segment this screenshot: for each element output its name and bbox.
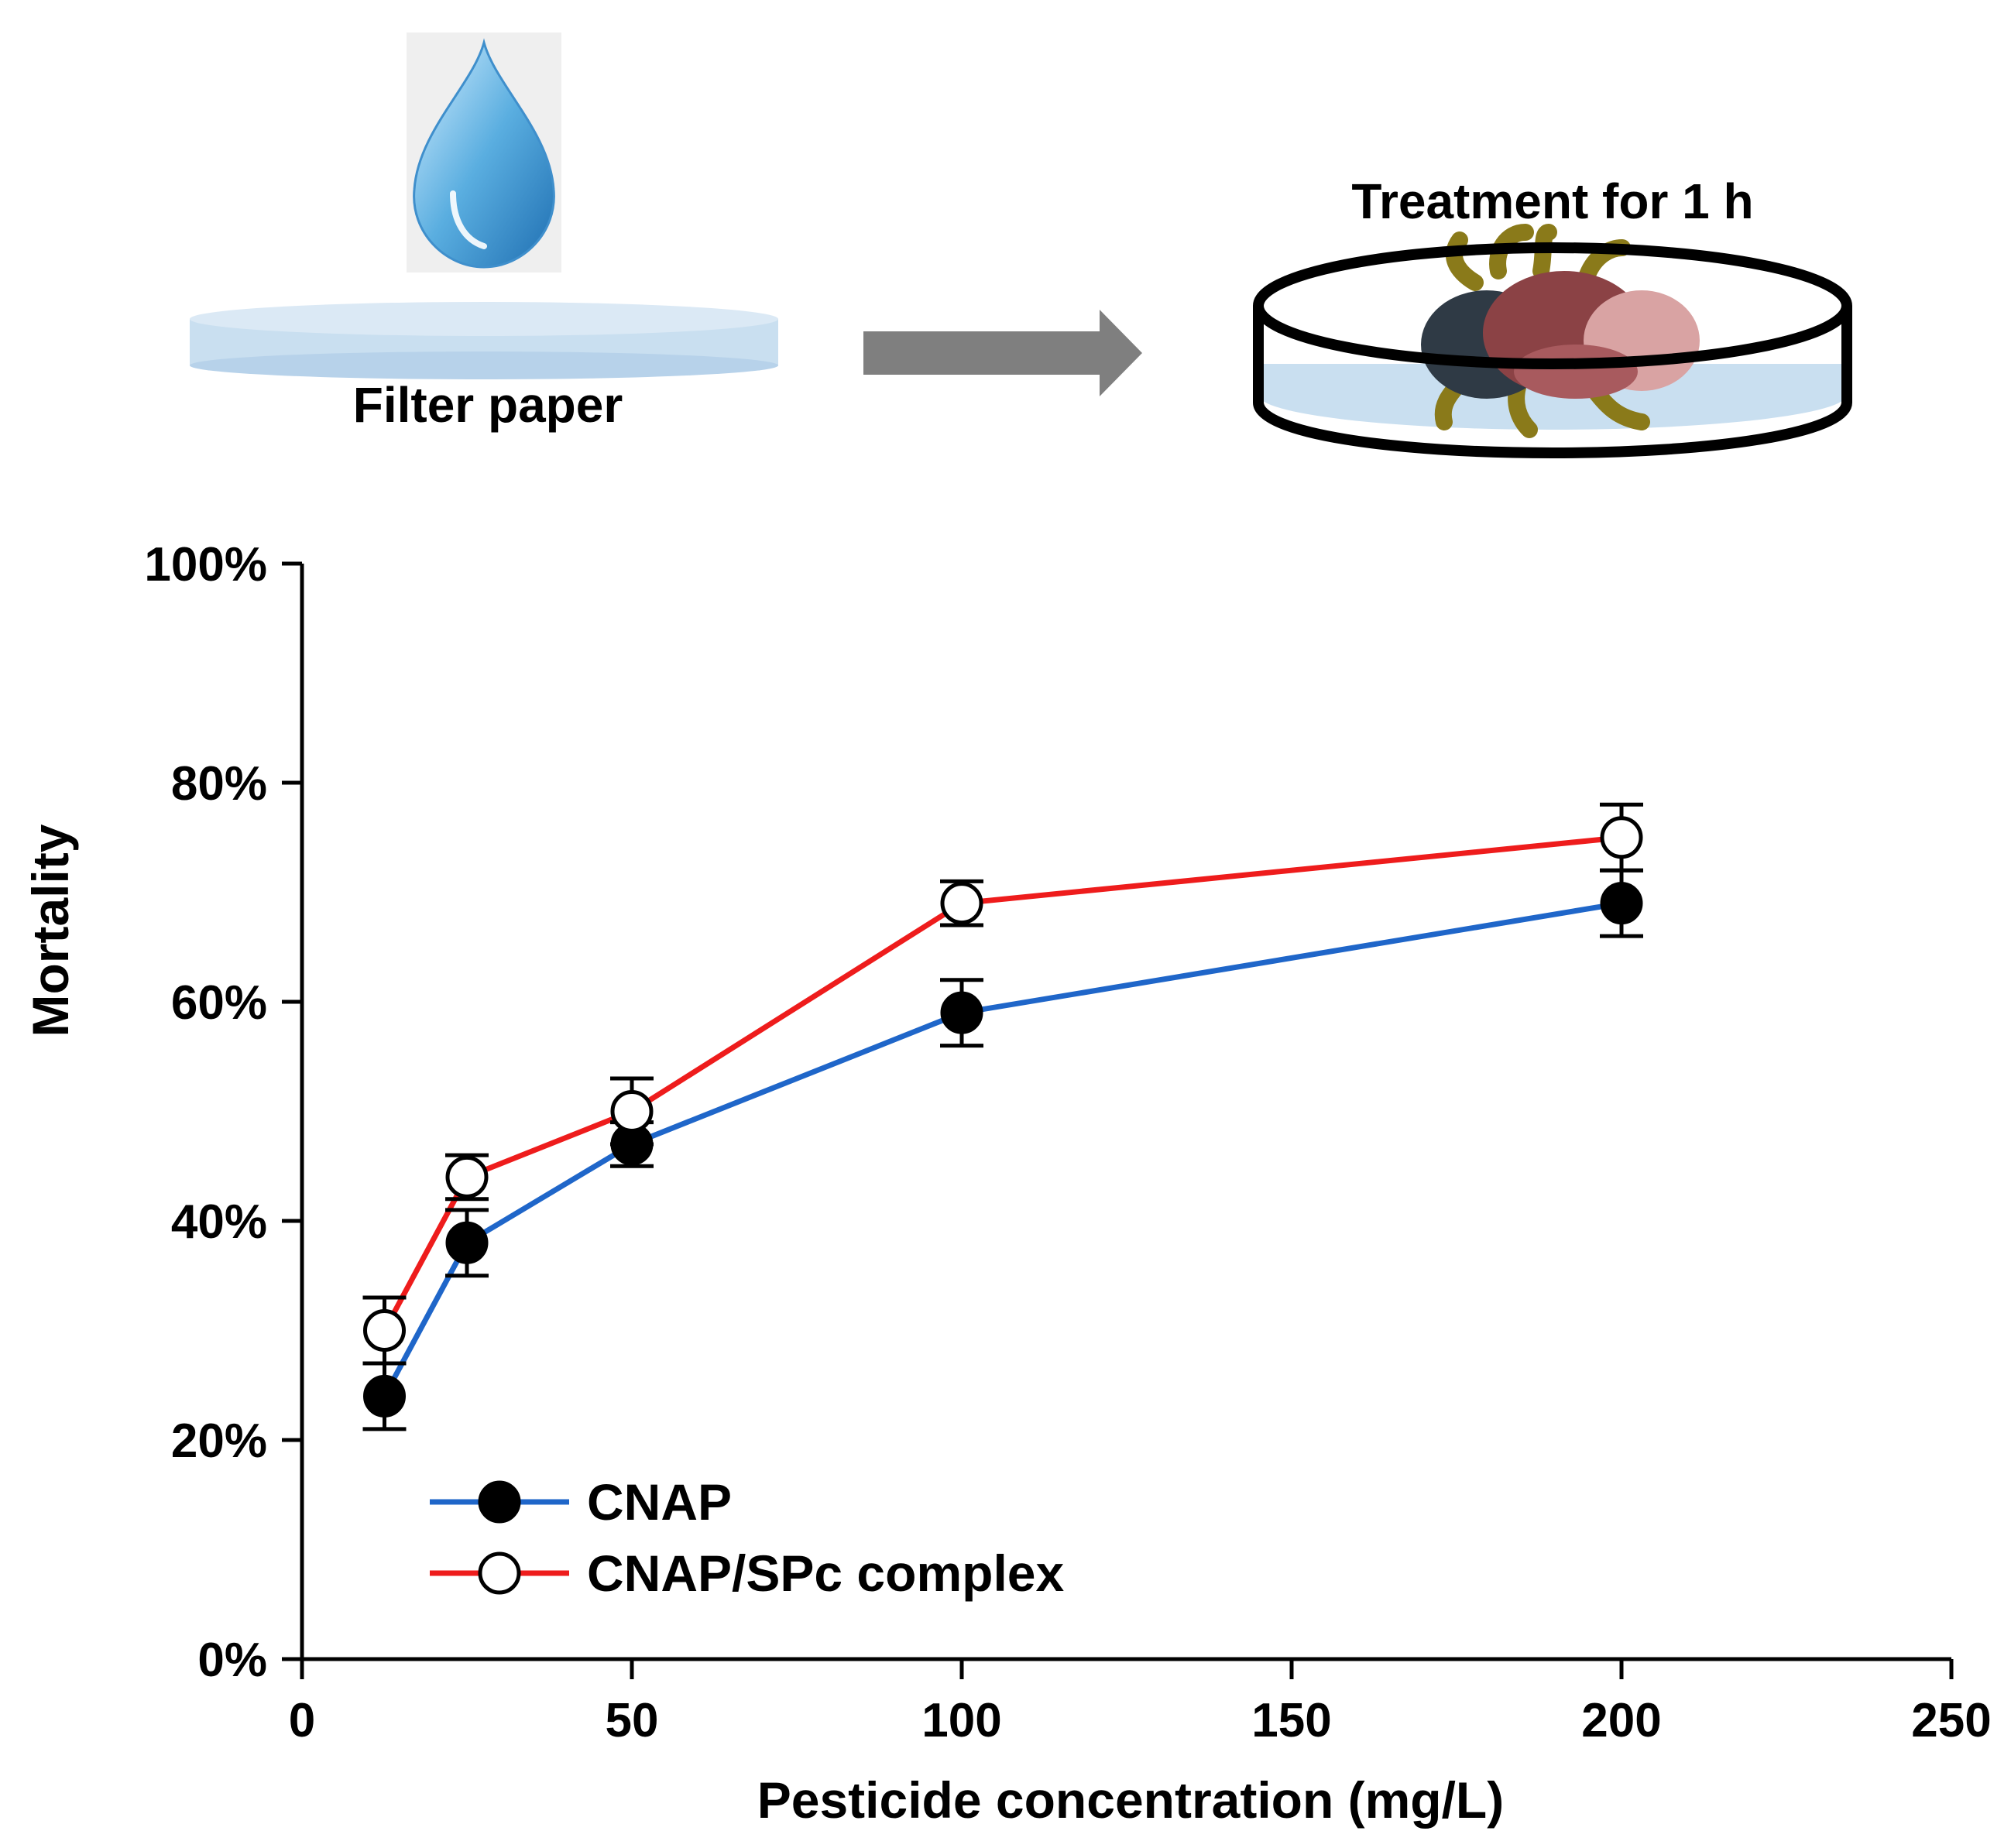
x-tick-label: 50 (606, 1694, 659, 1747)
water-drop-icon (407, 33, 561, 273)
data-point (363, 1309, 406, 1352)
legend-label: CNAP/SPc complex (587, 1545, 1064, 1602)
data-point (940, 882, 983, 925)
data-point (610, 1090, 654, 1133)
legend-marker (478, 1551, 521, 1595)
legend-marker (478, 1480, 521, 1524)
data-point (445, 1221, 489, 1264)
treatment-label: Treatment for 1 h (1351, 173, 1753, 229)
y-tick-label: 0% (197, 1634, 267, 1687)
y-tick-label: 60% (171, 976, 267, 1030)
series-line-1 (382, 835, 1622, 1332)
filter-paper-icon (190, 302, 778, 379)
x-tick-label: 0 (289, 1694, 315, 1747)
x-axis-label: Pesticide concentration (mg/L) (757, 1771, 1504, 1829)
y-tick-label: 80% (171, 757, 267, 811)
x-tick-label: 200 (1581, 1694, 1661, 1747)
data-point (940, 991, 983, 1034)
data-point (445, 1155, 489, 1198)
chart-ticks: 0% 20% 40% 60% 80% 100% 0 50 100 150 200 250 (144, 538, 1991, 1747)
petri-dish-outline (1253, 242, 1852, 459)
x-tick-label: 100 (921, 1694, 1001, 1747)
y-tick-label: 100% (144, 538, 267, 591)
right-arrow-icon (863, 310, 1142, 396)
y-tick-label: 20% (171, 1414, 267, 1468)
data-point (363, 1374, 406, 1418)
y-axis-label: Mortality (22, 824, 79, 1037)
data-point (1600, 882, 1643, 925)
y-tick-label: 40% (171, 1195, 267, 1249)
chart-legend: CNAP CNAP/SPc complex (430, 1473, 1064, 1602)
mite-icon (1421, 224, 1700, 438)
series-line-0 (382, 900, 1622, 1398)
chart-series (362, 802, 1643, 1431)
legend-label: CNAP (587, 1473, 732, 1531)
schematic: Filter paper Treatment for 1 h (190, 33, 1852, 459)
x-tick-label: 150 (1251, 1694, 1331, 1747)
mortality-chart: 0% 20% 40% 60% 80% 100% 0 50 100 150 200 250 Pestic… (22, 538, 1992, 1829)
chart-axes (300, 564, 1951, 1661)
x-tick-label: 250 (1911, 1694, 1991, 1747)
filter-paper-label: Filter paper (353, 377, 623, 433)
data-point (1600, 816, 1643, 859)
